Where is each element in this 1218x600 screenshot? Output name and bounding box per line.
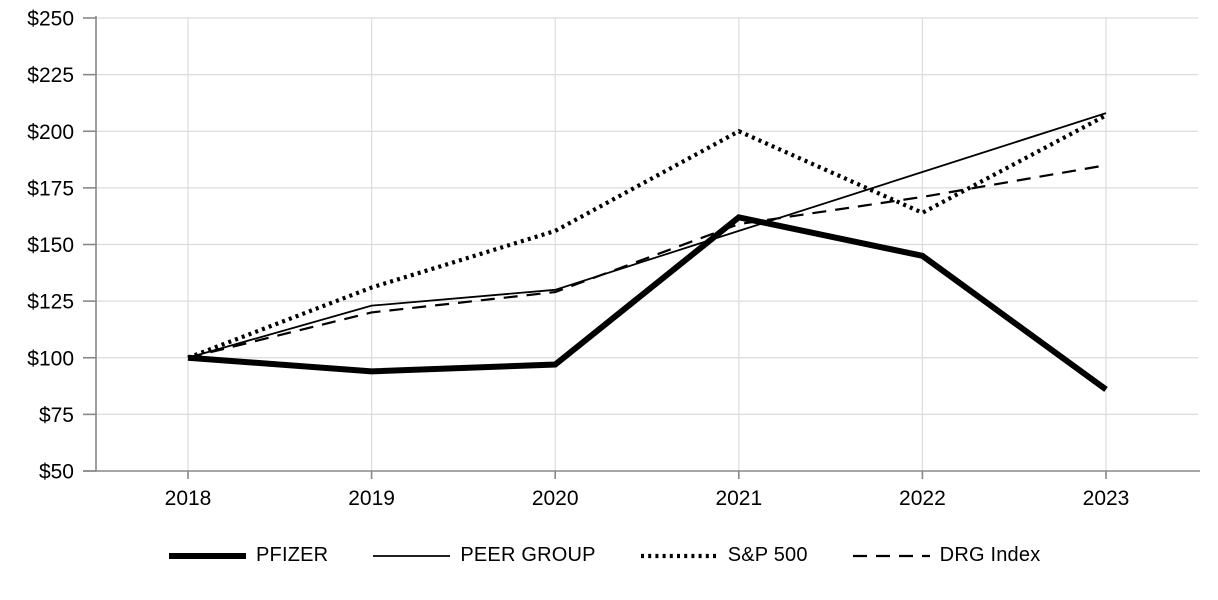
y-axis-tick-label: $200 (27, 121, 74, 144)
y-axis-tick-label: $75 (39, 404, 74, 427)
pfizer-thick-line-swatch (169, 552, 246, 559)
sp500-dotted-line-swatch (640, 553, 718, 558)
legend-item-sp500: S&P 500 (640, 544, 808, 567)
legend-label-sp500: S&P 500 (727, 544, 808, 566)
peer-group-thin-line-swatch (373, 554, 451, 557)
x-axis-tick-label: 2023 (1083, 487, 1130, 510)
legend-item-peer-group: PEER GROUP (372, 544, 595, 567)
y-axis-tick-label: $50 (39, 461, 74, 484)
drg-index-dashed-line-swatch (852, 554, 930, 557)
x-axis-tick-label: 2019 (348, 487, 395, 510)
y-axis-tick-label: $175 (27, 177, 74, 200)
series-line-peer-group (187, 112, 1107, 359)
x-axis-tick-label: 2020 (532, 487, 579, 510)
y-axis-tick-label: $100 (27, 347, 74, 370)
chart-legend: PFIZER PEER GROUP S&P 500 DRG Index (0, 544, 1218, 567)
legend-label-pfizer: PFIZER (256, 544, 329, 566)
series-line-pfizer (187, 214, 1108, 392)
legend-label-peer-group: PEER GROUP (460, 544, 596, 566)
legend-label-drg-index: DRG Index (939, 544, 1041, 566)
y-axis-tick-label: $225 (27, 64, 74, 87)
legend-item-pfizer: PFIZER (168, 544, 328, 567)
series-line-drg-index (187, 164, 1107, 359)
y-axis-tick-label: $250 (27, 8, 74, 31)
x-axis-tick-label: 2018 (165, 487, 212, 510)
y-axis-tick-label: $150 (27, 234, 74, 257)
legend-item-drg-index: DRG Index (852, 544, 1041, 567)
y-axis-tick-label: $125 (27, 291, 74, 314)
series-line-s-p-500 (187, 113, 1107, 360)
x-axis-tick-label: 2021 (715, 487, 762, 510)
x-axis-tick-label: 2022 (899, 487, 946, 510)
